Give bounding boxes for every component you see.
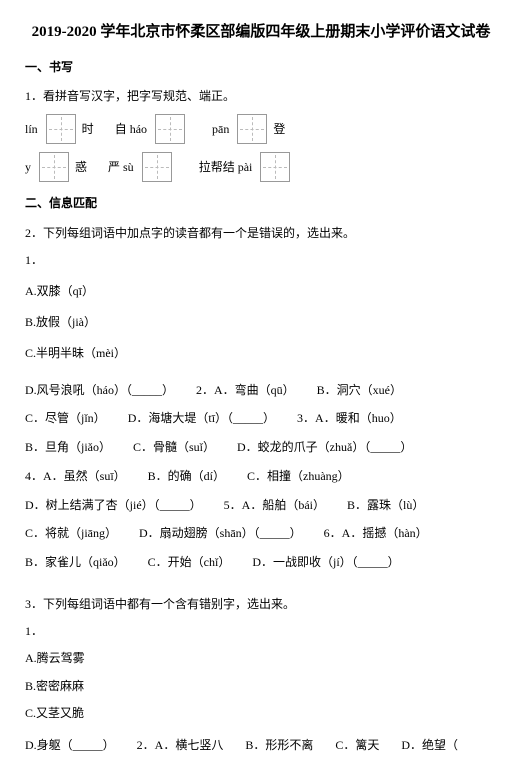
- q1-r1-a-pre: lín: [25, 120, 38, 139]
- flow-item: C．将就（jiāng）: [25, 519, 117, 548]
- flow-item: 6．A．摇撼（hàn）: [324, 519, 428, 548]
- flow-item: 3．A．暖和（huo）: [297, 404, 402, 433]
- flow-item: D.身躯（_____）: [25, 731, 115, 760]
- q1-r1-c-pre: pān: [212, 120, 229, 139]
- flow-item: C．尽管（jǐn）: [25, 404, 106, 433]
- flow-item: 2．A．横七竖八: [137, 731, 224, 760]
- flow-item: 2．A．弯曲（qū）: [196, 376, 295, 405]
- flow-item: C．骨髓（suǐ）: [133, 433, 215, 462]
- q2-prompt: 2．下列每组词语中加点字的读音都有一个是错误的，选出来。: [25, 224, 497, 243]
- flow-item: C．开始（chǐ）: [148, 548, 231, 577]
- char-box: [155, 114, 185, 144]
- q3-sub: 1．: [25, 622, 497, 641]
- flow-item: C．相撞（zhuàng）: [247, 462, 350, 491]
- q2-opt-c: C.半明半昧（mèi）: [25, 344, 497, 363]
- char-box: [237, 114, 267, 144]
- q3-prompt: 3．下列每组词语中都有一个含有错别字，选出来。: [25, 595, 497, 614]
- flow-item: B．旦角（jiǎo）: [25, 433, 111, 462]
- flow-item: D.风号浪吼（háo）（_____）: [25, 376, 174, 405]
- flow-item: B．的确（dí）: [148, 462, 225, 491]
- char-box: [39, 152, 69, 182]
- q1-r2-c-pre: 拉帮结 pài: [199, 158, 253, 177]
- flow-item: D．扇动翅膀（shān）（_____）: [139, 519, 302, 548]
- flow-item: C．篱天: [335, 731, 379, 760]
- q1-r1-b-pre: 自 háo: [115, 120, 147, 139]
- char-box: [142, 152, 172, 182]
- flow-item: B．洞穴（xué）: [317, 376, 402, 405]
- flow-item: B．家雀儿（qiǎo）: [25, 548, 126, 577]
- q1-r2-b-pre: 严 sù: [108, 158, 134, 177]
- section-2-header: 二、信息匹配: [25, 194, 497, 213]
- q1-r1-a-post: 时: [82, 120, 94, 139]
- q2-flow: D.风号浪吼（háo）（_____） 2．A．弯曲（qū） B．洞穴（xué） C．尽…: [25, 376, 497, 578]
- char-box: [260, 152, 290, 182]
- flow-item: D．海塘大堤（tī）（_____）: [128, 404, 275, 433]
- q1-r1-c-post: 登: [273, 120, 285, 139]
- q1-r2-a-post: 惑: [75, 158, 87, 177]
- q3-opt-b: B.密密麻麻: [25, 677, 497, 696]
- page-title: 2019-2020 学年北京市怀柔区部编版四年级上册期末小学评价语文试卷: [25, 20, 497, 44]
- flow-item: B．露珠（lù）: [347, 491, 424, 520]
- q2-sub: 1．: [25, 251, 497, 270]
- flow-item: 5．A．船舶（bái）: [224, 491, 325, 520]
- flow-item: D．一战即收（jí）（_____）: [252, 548, 399, 577]
- char-box: [46, 114, 76, 144]
- flow-item: B．形形不离: [245, 731, 313, 760]
- q1-row2: y 惑 严 sù 拉帮结 pài: [25, 152, 497, 182]
- q1-r2-a-pre: y: [25, 158, 31, 177]
- flow-item: D．蛟龙的爪子（zhuǎ）（_____）: [237, 433, 412, 462]
- q2-opt-a: A.双膝（qī）: [25, 282, 497, 301]
- q3-opt-c: C.又茎又脆: [25, 704, 497, 723]
- flow-item: 4．A．虽然（suī）: [25, 462, 126, 491]
- q3-flow: D.身躯（_____） 2．A．横七竖八 B．形形不离 C．篱天 D．绝望（: [25, 731, 497, 760]
- q1-prompt: 1．看拼音写汉字，把字写规范、端正。: [25, 87, 497, 106]
- q3-opt-a: A.腾云驾雾: [25, 649, 497, 668]
- q1-row1: lín 时 自 háo pān 登: [25, 114, 497, 144]
- q2-opt-b: B.放假（jià）: [25, 313, 497, 332]
- flow-item: D．绝望（: [401, 731, 458, 760]
- section-1-header: 一、书写: [25, 58, 497, 77]
- flow-item: D．树上结满了杏（jié）（_____）: [25, 491, 202, 520]
